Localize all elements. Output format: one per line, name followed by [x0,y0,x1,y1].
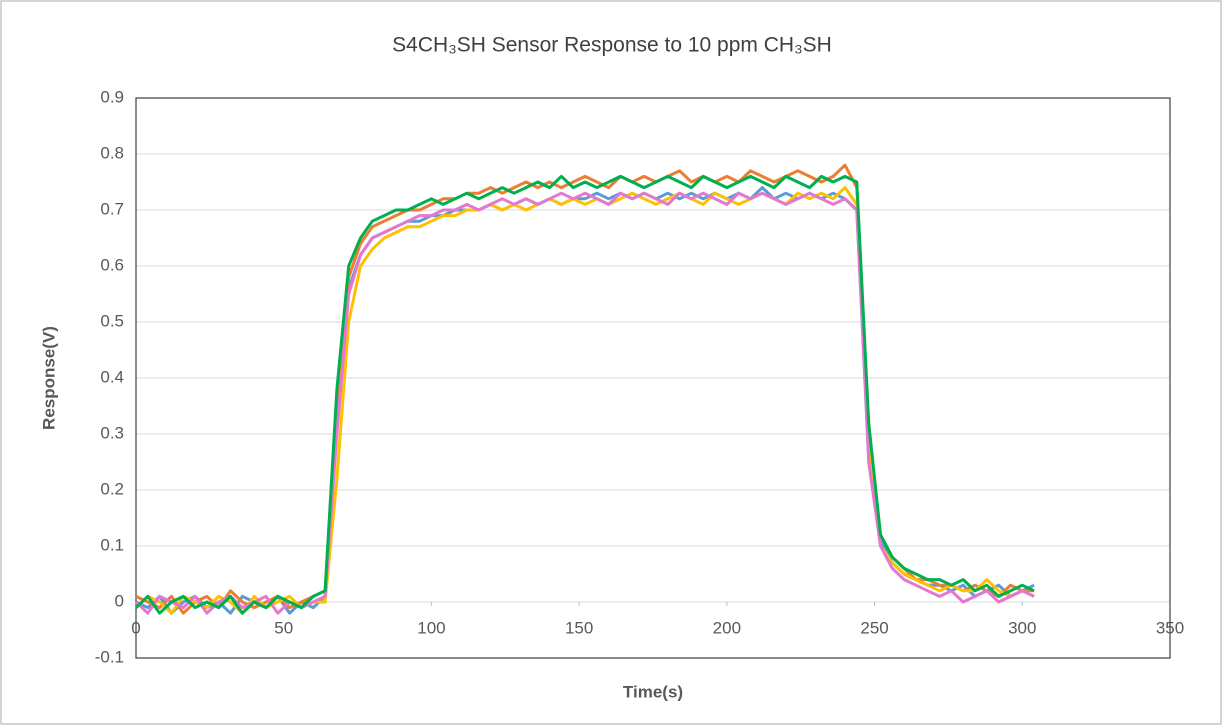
y-tick-label: 0.3 [100,423,124,442]
y-tick-label: 0.6 [100,255,124,274]
x-tick-label: 100 [417,618,445,637]
y-tick-label: 0.1 [100,535,124,554]
series-line [134,174,1035,615]
plot-border [135,97,1171,659]
x-axis-label: Time(s) [623,682,683,701]
x-tick-label: 150 [565,618,593,637]
series-line [134,191,1035,615]
y-tick-label: -0.1 [95,647,124,666]
x-tick-label: 200 [713,618,741,637]
y-tick-label: 0.9 [100,87,124,106]
x-tick-label: 250 [860,618,888,637]
y-tick-label: 0.7 [100,199,124,218]
y-tick-label: 0.4 [100,367,124,386]
x-tick-label: 50 [274,618,293,637]
y-tick-label: 0.5 [100,311,124,330]
x-tick-label: 300 [1008,618,1036,637]
y-tick-label: 0.8 [100,143,124,162]
y-tick-label: 0 [115,591,124,610]
chart-title: S4CH₃SH Sensor Response to 10 ppm CH₃SH [392,34,832,57]
y-axis-label: Response(V) [39,326,58,430]
y-tick-label: 0.2 [100,479,124,498]
